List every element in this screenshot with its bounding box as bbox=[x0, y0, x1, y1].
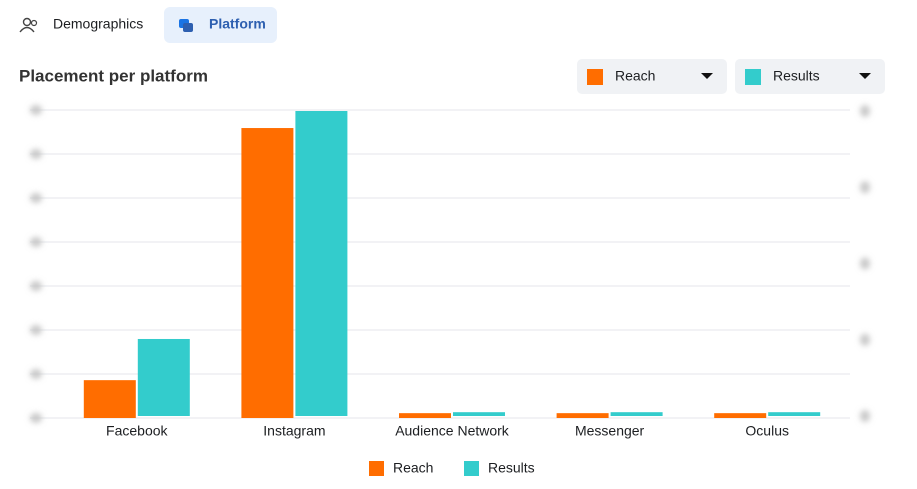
caret bbox=[859, 73, 871, 79]
icon bbox=[22, 17, 32, 27]
x-tick-label: Audience Network bbox=[395, 423, 510, 439]
bar bbox=[714, 413, 767, 418]
y-tick-blur bbox=[30, 237, 42, 247]
dropdown-label: Reach bbox=[615, 68, 655, 84]
x-tick-label: Oculus bbox=[745, 423, 789, 439]
swatch bbox=[587, 69, 603, 85]
y-tick-blur bbox=[30, 325, 42, 335]
y-tick-blur bbox=[30, 369, 42, 379]
y-tick-blur bbox=[30, 193, 42, 203]
x-tick-label: Facebook bbox=[106, 423, 168, 439]
y-tick-blur bbox=[30, 413, 42, 423]
y-tick-blur bbox=[30, 105, 42, 115]
icon bbox=[183, 23, 193, 32]
tab-bg bbox=[164, 7, 277, 43]
chart-title: Placement per platform bbox=[19, 66, 208, 85]
tab-label: Demographics bbox=[53, 16, 143, 32]
dropdown-bg bbox=[577, 59, 727, 94]
bar bbox=[241, 128, 294, 419]
legend-label: Results bbox=[488, 460, 535, 476]
bar bbox=[399, 413, 451, 418]
caret bbox=[701, 73, 713, 79]
bar bbox=[83, 380, 136, 418]
x-tick-label: Instagram bbox=[263, 423, 325, 439]
legend-swatch bbox=[369, 461, 384, 476]
y-tick-blur bbox=[30, 149, 42, 159]
y2-tick-blur bbox=[860, 257, 870, 270]
icon bbox=[30, 19, 38, 27]
bar bbox=[295, 111, 348, 416]
y2-tick-blur bbox=[860, 181, 870, 194]
y-tick-blur bbox=[30, 281, 42, 291]
y2-tick-blur bbox=[860, 105, 870, 117]
legend-label: Reach bbox=[393, 460, 433, 476]
dropdown-bg bbox=[735, 59, 885, 94]
dropdown-label: Results bbox=[773, 68, 820, 84]
bar bbox=[453, 412, 505, 416]
tab-platform[interactable]: Platform bbox=[164, 7, 277, 43]
x-tick-label: Messenger bbox=[575, 423, 645, 439]
dropdown-results[interactable]: Results bbox=[735, 59, 885, 94]
bar bbox=[610, 412, 663, 416]
bar bbox=[137, 338, 190, 416]
tab-demographics[interactable]: Demographics bbox=[19, 16, 143, 33]
y2-tick-blur bbox=[860, 410, 870, 422]
icon bbox=[19, 26, 35, 33]
legend-swatch bbox=[464, 461, 479, 476]
y2-tick-blur bbox=[860, 333, 870, 346]
swatch bbox=[745, 69, 761, 85]
bar bbox=[768, 412, 821, 416]
bar bbox=[556, 413, 609, 418]
tab-label: Platform bbox=[209, 16, 266, 32]
dropdown-reach[interactable]: Reach bbox=[577, 59, 727, 94]
